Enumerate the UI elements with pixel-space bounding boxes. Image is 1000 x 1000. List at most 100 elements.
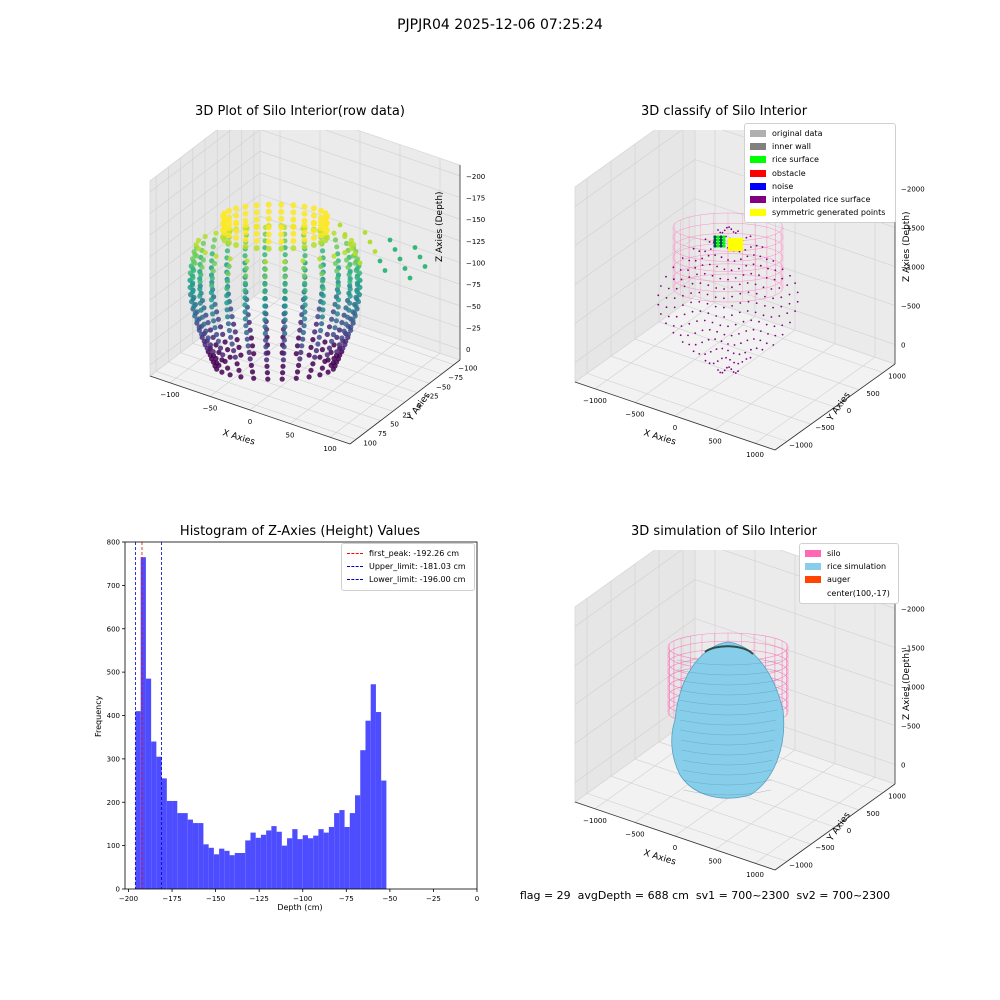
interpolated-point: [694, 343, 697, 346]
point-ring: [224, 248, 230, 254]
interpolated-point: [706, 302, 709, 305]
point-ring: [226, 327, 232, 334]
point-ring: [326, 324, 333, 330]
point-ring: [322, 230, 329, 236]
x-tick-label: −150: [206, 895, 225, 903]
interpolated-point: [786, 312, 789, 314]
interpolated-point: [738, 250, 741, 253]
interpolated-point: [727, 325, 729, 328]
point-ring: [278, 215, 285, 222]
interpolated-point: [753, 338, 755, 340]
point-ring: [190, 289, 196, 295]
interpolated-point: [738, 311, 741, 314]
rice-mesh-line: [677, 669, 781, 676]
point-ring: [201, 321, 207, 327]
interpolated-point: [723, 268, 726, 271]
point-ring: [318, 218, 324, 225]
interpolated-point: [789, 321, 791, 324]
grid-line: [259, 150, 461, 220]
interpolated-point: [770, 316, 773, 318]
interpolated-point: [759, 339, 762, 342]
legend-entry: Lower_limit: -196.00 cm: [347, 573, 469, 586]
z-tick-label: −50: [466, 303, 481, 311]
point-ring: [320, 248, 326, 254]
point-ring: [253, 209, 260, 216]
interpolated-point: [750, 272, 753, 275]
interpolated-point: [788, 302, 791, 305]
point-ring: [211, 318, 217, 324]
interpolated-point: [762, 314, 765, 317]
surface-point: [722, 235, 726, 239]
point-ring: [211, 237, 218, 243]
point-ring: [331, 355, 337, 362]
interpolated-point: [687, 269, 689, 271]
point-ring: [253, 223, 260, 230]
point-ring: [214, 331, 220, 338]
surface-point: [713, 238, 717, 242]
y-tick-label: −75: [448, 374, 463, 382]
interpolated-point: [704, 359, 707, 362]
interpolated-point: [761, 348, 764, 351]
histogram-axes: −200 −175 −150 −125 −100 −75 −50 −25 0 0 100 200 300…: [107, 539, 480, 904]
interpolated-point: [759, 330, 762, 332]
histogram-bar: [260, 834, 267, 889]
point-ring: [344, 257, 350, 263]
histogram-bar: [135, 711, 141, 889]
point-ring: [346, 272, 352, 278]
histogram-bar: [355, 795, 361, 889]
point-ring: [246, 349, 252, 355]
grid-line: [253, 296, 454, 365]
y-tick-label: −1000: [789, 861, 813, 869]
z-tick-label: −175: [466, 195, 485, 203]
interpolated-point: [755, 347, 758, 350]
x-tick-label: −500: [625, 410, 644, 418]
surface-point: [719, 244, 723, 248]
point-ring: [354, 296, 360, 302]
interpolated-point: [665, 306, 668, 309]
histogram-bar: [344, 826, 350, 889]
histogram-bar: [266, 830, 272, 889]
interpolated-point: [738, 333, 740, 335]
outlier-point: [367, 239, 373, 245]
interpolated-point: [665, 297, 668, 299]
point-ring: [322, 222, 329, 229]
interpolated-point: [692, 247, 695, 250]
grid-line: [574, 657, 696, 744]
interpolated-point: [660, 313, 662, 315]
point-ring: [194, 317, 200, 323]
point-ring: [242, 280, 248, 286]
histogram-bar: [145, 678, 152, 889]
point-ring: [335, 282, 341, 289]
point-ring: [336, 342, 343, 348]
histogram-bar: [177, 813, 183, 889]
interpolated-point: [716, 265, 718, 268]
legend-label: rice surface: [772, 155, 819, 165]
point-ring: [337, 352, 343, 358]
point-ring: [214, 309, 220, 315]
legend-color-swatch: [750, 130, 766, 138]
point-ring: [242, 229, 249, 236]
interpolated-point: [741, 361, 744, 363]
legend-label: center(100,-17): [827, 588, 890, 598]
surface-point: [722, 241, 726, 245]
point-ring: [199, 264, 205, 270]
interpolated-point: [796, 291, 799, 294]
grid-line: [149, 237, 261, 323]
y-tick-label: −1000: [789, 441, 813, 449]
point-ring: [325, 369, 331, 375]
interpolated-point: [738, 283, 741, 286]
point-ring: [215, 338, 221, 344]
interpolated-point: [742, 320, 745, 323]
point-ring: [248, 335, 254, 341]
legend-entry: Upper_limit: -181.03 cm: [347, 560, 469, 573]
point-ring: [226, 218, 232, 225]
interpolated-point: [720, 256, 723, 259]
interpolated-point: [714, 296, 717, 299]
point-ring: [300, 336, 306, 342]
point-ring: [290, 202, 297, 209]
interpolated-point: [765, 258, 768, 261]
interpolated-point: [740, 258, 742, 261]
point-ring: [251, 351, 257, 357]
point-ring: [319, 365, 325, 371]
point-ring: [322, 358, 328, 364]
